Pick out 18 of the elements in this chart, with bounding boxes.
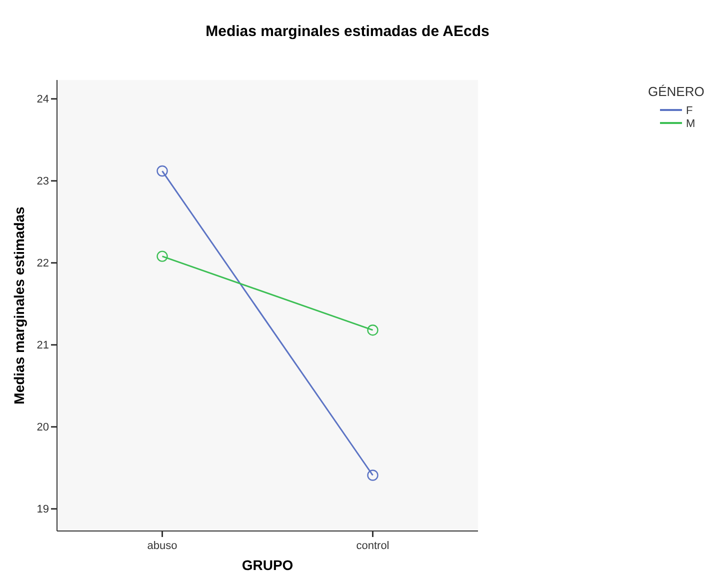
y-tick-label: 23 <box>36 176 49 188</box>
point <box>156 165 168 177</box>
point <box>156 250 168 262</box>
legend-title: GÉNERO <box>648 84 704 99</box>
y-tick-label: 21 <box>36 340 49 352</box>
legend-label: F <box>686 104 693 117</box>
chart-title: Medias marginales estimadas de AEcds <box>206 23 490 40</box>
point <box>367 324 378 336</box>
legend-label: M <box>686 118 696 130</box>
x-tick-label: control <box>356 540 390 552</box>
x-axis-title: GRUPO <box>242 557 294 573</box>
y-tick-label: 19 <box>36 504 49 516</box>
point <box>367 470 378 481</box>
y-tick-label: 24 <box>36 94 49 106</box>
y-tick-label: 20 <box>36 422 49 434</box>
y-axis-title: Medias marginales estimadas <box>11 206 27 404</box>
x-tick-label: abuso <box>147 540 178 552</box>
y-tick-label: 22 <box>36 258 49 270</box>
